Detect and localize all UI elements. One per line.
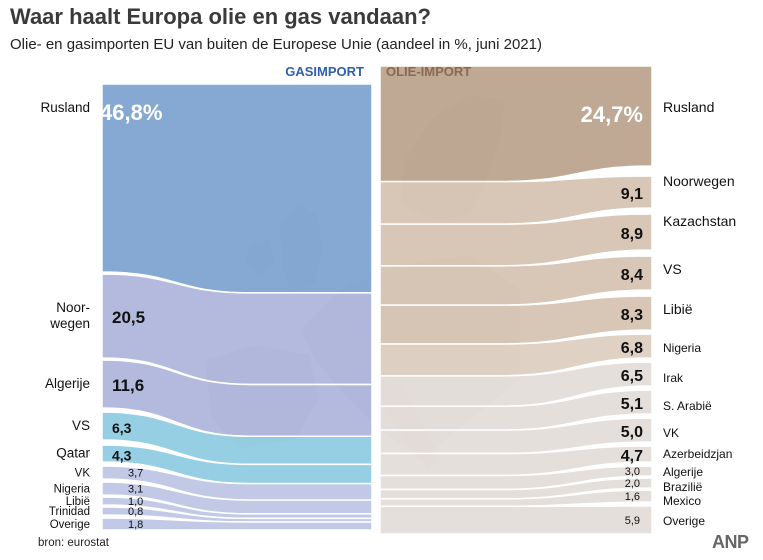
chart-subtitle: Olie- en gasimporten EU van buiten de Eu… xyxy=(10,36,542,53)
gas-value-nigeria: 3,1 xyxy=(128,484,143,496)
gas-category-nigeria: Nigeria xyxy=(54,484,91,496)
oil-category-libie: Libië xyxy=(663,301,693,317)
gas-category-noorwegen: Noor-wegen xyxy=(49,300,90,331)
oil-category-vs: VS xyxy=(663,261,682,277)
oil-value-algerije: 3,0 xyxy=(625,466,640,478)
oil-value-vk: 5,0 xyxy=(621,424,643,441)
gas-value-rusland: 46,8% xyxy=(100,100,162,125)
oil-category-irak: Irak xyxy=(663,371,684,385)
oil-category-noorwegen: Noorwegen xyxy=(663,173,735,189)
oil-value-libie: 8,3 xyxy=(621,307,643,324)
oil-value-kazachstan: 8,9 xyxy=(621,226,643,243)
oil-value-azerbeidzjan: 4,7 xyxy=(621,448,643,465)
gas-value-libie: 1,0 xyxy=(128,496,143,508)
oil-value-overige: 5,9 xyxy=(625,515,640,527)
gas-category-vk: VK xyxy=(75,468,91,480)
gas-category-algerije: Algerije xyxy=(45,376,90,391)
gas-value-overige: 1,8 xyxy=(128,519,143,531)
oil-category-overige: Overige xyxy=(663,514,705,528)
oil-value-vs: 8,4 xyxy=(621,267,643,284)
oil-band-rusland xyxy=(379,65,653,183)
oil-category-s-arabie: S. Arabië xyxy=(663,399,712,413)
gas-category-qatar: Qatar xyxy=(56,446,90,461)
gas-series-header: GASIMPORT xyxy=(285,64,364,79)
oil-value-mexico: 1,6 xyxy=(625,491,640,503)
oil-value-noorwegen: 9,1 xyxy=(621,186,643,203)
oil-band-overige xyxy=(379,505,653,535)
gas-import-bands xyxy=(101,83,373,531)
oil-category-vk: VK xyxy=(663,426,679,440)
gas-value-noorwegen: 20,5 xyxy=(112,308,145,327)
oil-value-nigeria: 6,8 xyxy=(621,340,643,357)
center-divider xyxy=(372,66,380,536)
oil-category-mexico: Mexico xyxy=(663,494,701,508)
anp-logo: ANP xyxy=(712,532,749,552)
gas-category-trinidad: Trinidad xyxy=(49,506,90,518)
gas-import-labels: 46,8% Rusland 20,5 Noor-wegen 11,6 Algerije 6,… xyxy=(40,100,162,531)
oil-value-s-arabie: 5,1 xyxy=(621,396,643,413)
oil-category-rusland: Rusland xyxy=(663,99,714,115)
oil-series-header: OLIE-IMPORT xyxy=(386,64,471,79)
gas-value-vs: 6,3 xyxy=(112,420,132,436)
gas-value-qatar: 4,3 xyxy=(112,448,132,464)
source-note: bron: eurostat xyxy=(38,537,109,549)
gas-category-overige: Overige xyxy=(50,519,90,531)
oil-category-kazachstan: Kazachstan xyxy=(663,213,736,229)
chart-title: Waar haalt Europa olie en gas vandaan? xyxy=(10,4,431,29)
gas-band-overige xyxy=(101,517,373,531)
oil-value-rusland: 24,7% xyxy=(581,102,643,127)
oil-category-azerbeidzjan: Azerbeidzjan xyxy=(663,447,732,461)
gas-value-trinidad: 0,8 xyxy=(128,506,143,518)
gas-category-libie: Libië xyxy=(66,496,90,508)
oil-value-irak: 6,5 xyxy=(621,368,643,385)
gas-category-rusland: Rusland xyxy=(40,100,90,115)
gas-category-vs: VS xyxy=(72,418,90,433)
oil-import-bands xyxy=(379,65,653,535)
oil-value-brazilie: 2,0 xyxy=(625,478,640,490)
gas-value-algerije: 11,6 xyxy=(112,376,144,395)
oil-import-labels: 24,7% Rusland 9,1 Noorwegen 8,9 Kazachstan 8,4… xyxy=(581,99,737,528)
oil-category-algerije: Algerije xyxy=(663,465,703,479)
gas-value-vk: 3,7 xyxy=(128,468,143,480)
oil-category-brazilie: Brazilië xyxy=(663,480,703,494)
oil-category-nigeria: Nigeria xyxy=(663,341,701,355)
